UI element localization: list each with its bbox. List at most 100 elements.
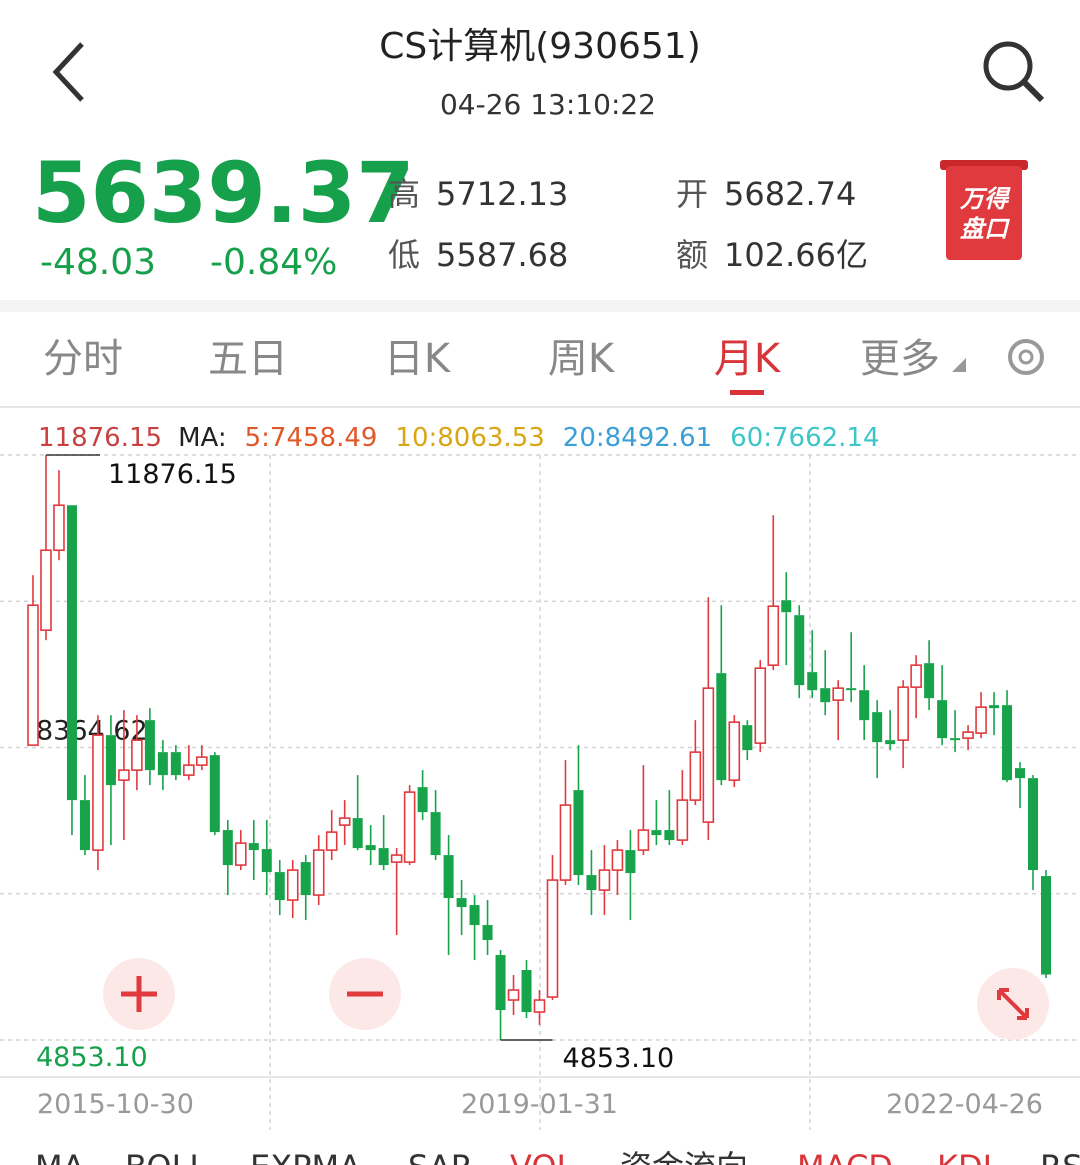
candle-body	[794, 615, 805, 686]
indicator-tab[interactable]: MA	[35, 1148, 85, 1165]
search-icon	[1021, 79, 1045, 103]
high: 5712.13	[436, 175, 568, 213]
dropdown-arrow	[952, 358, 966, 372]
candle-body	[234, 842, 247, 866]
candle-body	[742, 725, 753, 751]
legend-item: 10:8063.53	[395, 423, 544, 453]
candle-body	[820, 688, 831, 703]
legend-item: 20:8492.61	[563, 423, 712, 453]
badge[interactable]: 万得 盘口	[940, 160, 1028, 260]
legend-item: 60:7662.14	[730, 423, 879, 453]
tab[interactable]: 更多	[860, 336, 940, 382]
expand-icon	[997, 988, 1029, 1020]
candle-body	[859, 690, 870, 721]
plus-icon	[121, 976, 157, 1012]
candle-body	[170, 752, 181, 776]
back-button[interactable]	[52, 42, 84, 102]
candle-body	[40, 549, 52, 631]
indicator-tab[interactable]: VOL	[510, 1148, 575, 1165]
legend-item: 5:7458.49	[245, 423, 378, 453]
candle-body	[702, 687, 715, 823]
candle-body	[248, 843, 259, 851]
candle-body	[872, 712, 883, 743]
indicator-tab[interactable]: SAR	[408, 1148, 473, 1165]
candle-body	[469, 905, 480, 926]
candle-body	[144, 720, 155, 771]
time: 04-26 13:10:22	[440, 88, 656, 121]
candle-body	[521, 970, 532, 1013]
fullscreen-button[interactable]	[977, 968, 1049, 1040]
candle-body	[573, 790, 584, 876]
badge-text: 万得	[959, 185, 1011, 213]
candle-body	[378, 848, 389, 866]
candle-body	[157, 752, 168, 776]
candle-body	[261, 849, 272, 873]
candle-body	[300, 862, 311, 896]
candle-body	[286, 869, 299, 901]
zoom-out-button[interactable]	[329, 958, 401, 1030]
indicator-tab[interactable]: 资金流向	[620, 1148, 748, 1165]
indicator-tab[interactable]: KDJ	[937, 1148, 992, 1165]
candle-body	[53, 504, 65, 552]
candle-body	[443, 855, 454, 899]
candle-body	[495, 955, 506, 1011]
candle-body	[767, 605, 780, 666]
search-button[interactable]	[983, 41, 1045, 103]
max-annotation: 11876.15	[108, 459, 237, 490]
legend-item: MA:	[178, 423, 227, 453]
tab[interactable]: 周K	[548, 336, 616, 382]
candle-body	[546, 879, 559, 998]
candle-body	[846, 688, 857, 691]
candle-body	[338, 817, 351, 826]
tab[interactable]: 分时	[43, 336, 123, 382]
tab[interactable]: 日K	[384, 336, 452, 382]
candle-body	[937, 700, 948, 739]
candle-body	[365, 845, 376, 851]
title: CS计算机(930651)	[379, 26, 701, 67]
candle-body	[897, 686, 909, 741]
candle-body	[716, 673, 727, 781]
separator	[0, 300, 1080, 312]
candle-body	[989, 705, 1000, 709]
open-label: 开	[676, 175, 708, 213]
open: 5682.74	[724, 175, 856, 213]
indicator-tab[interactable]: BOLL	[125, 1148, 207, 1165]
search-icon	[983, 41, 1033, 91]
candle-body	[962, 731, 974, 739]
indicator-tab[interactable]: EXPMA	[250, 1148, 361, 1165]
candle-body	[885, 740, 896, 745]
indicator-tab[interactable]: RSI	[1040, 1148, 1080, 1165]
candle-body	[950, 738, 961, 741]
candle-body	[456, 898, 467, 908]
y-tick-label: 8364.62	[36, 716, 148, 747]
zoom-in-button[interactable]	[103, 958, 175, 1030]
candle-body	[807, 672, 818, 691]
legend-item: 11876.15	[38, 423, 162, 453]
candle-body	[196, 756, 208, 766]
min-annotation: 4853.10	[563, 1043, 675, 1074]
candle-body	[975, 706, 987, 734]
candle-body	[403, 791, 416, 863]
x-tick-label: 2019-01-31	[461, 1089, 618, 1120]
amount: 102.66亿	[724, 236, 868, 274]
tab[interactable]: 月K	[714, 336, 782, 382]
low-label: 低	[388, 236, 420, 274]
candle-body	[27, 604, 39, 746]
price: 5639.37	[32, 144, 415, 242]
candle-body	[664, 830, 675, 841]
candle-body	[417, 787, 428, 813]
settings-button[interactable]	[1008, 339, 1044, 375]
tab[interactable]: 五日	[208, 336, 288, 382]
indicator-tab[interactable]: MACD	[797, 1148, 893, 1165]
candle-body	[430, 812, 441, 856]
candle-body	[209, 755, 220, 833]
gear-icon	[1018, 349, 1034, 365]
candle-body	[586, 875, 597, 891]
candle-body	[651, 830, 662, 836]
candle-body	[1002, 705, 1013, 781]
y-tick-label: 4853.10	[36, 1042, 148, 1073]
candle-body	[832, 687, 845, 701]
candle-body	[781, 600, 792, 613]
